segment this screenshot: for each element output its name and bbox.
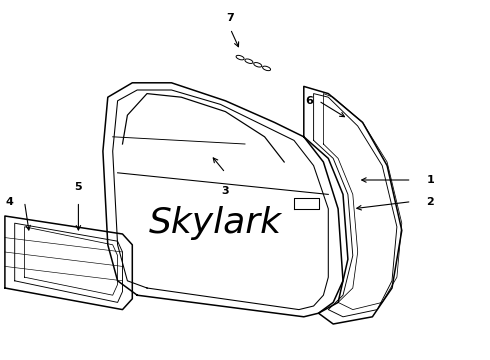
Text: 3: 3 [221, 186, 229, 196]
Text: 7: 7 [226, 13, 234, 23]
Text: 5: 5 [74, 182, 82, 192]
Text: 4: 4 [6, 197, 14, 207]
Text: 2: 2 [426, 197, 434, 207]
Text: 6: 6 [306, 96, 314, 106]
Text: 1: 1 [426, 175, 434, 185]
Text: Skylark: Skylark [149, 206, 282, 240]
